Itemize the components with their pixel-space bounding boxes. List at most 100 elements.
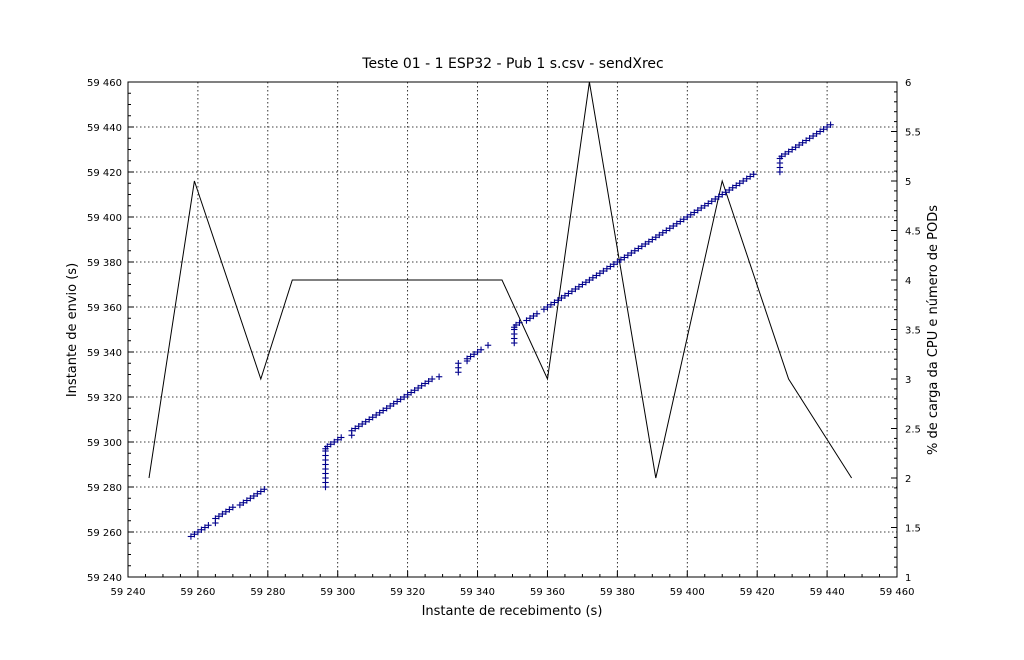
data-point: [194, 528, 202, 536]
data-point: [715, 193, 722, 200]
x-tick-label: 59 300: [320, 587, 355, 598]
data-point: [355, 423, 362, 430]
data-point: [691, 209, 698, 216]
data-point: [212, 515, 219, 522]
data-point: [226, 506, 233, 513]
data-point: [554, 297, 562, 304]
data-point: [600, 267, 607, 275]
y2-tick-label: 2.5: [905, 425, 921, 436]
y-axis-label: Instante de envio (s): [65, 263, 80, 397]
plot-frame: [127, 81, 898, 578]
y-tick-label: 59 420: [87, 168, 122, 179]
x-axis-label: Instante de recebimento (s): [422, 604, 603, 619]
data-point: [512, 321, 520, 329]
data-point: [656, 231, 663, 239]
data-point: [414, 384, 422, 392]
data-point: [603, 265, 611, 272]
data-point: [516, 319, 523, 326]
data-point: [729, 184, 736, 191]
data-point: [645, 238, 653, 245]
data-point: [523, 317, 530, 324]
data-point: [694, 207, 701, 214]
data-point: [463, 355, 471, 362]
y-tick-label: 59 240: [87, 573, 122, 584]
data-point: [666, 225, 673, 232]
data-point: [201, 524, 209, 531]
data-point: [558, 294, 565, 302]
data-point: [579, 281, 586, 288]
cpu-load-series: [148, 81, 853, 479]
data-point: [705, 200, 712, 207]
data-point: [652, 234, 660, 241]
data-point: [684, 213, 691, 221]
data-point: [530, 312, 537, 320]
data-point: [250, 492, 258, 500]
y2-tick-label: 5.5: [905, 128, 921, 139]
data-point: [215, 513, 223, 520]
y-tick-label: 59 440: [87, 123, 122, 134]
data-point: [533, 310, 541, 317]
data-point: [607, 263, 614, 270]
data-point: [719, 191, 726, 198]
data-point: [411, 387, 418, 394]
data-point: [390, 400, 397, 407]
data-point: [698, 204, 705, 212]
data-point: [621, 254, 628, 261]
x-tick-label: 59 320: [390, 587, 425, 598]
data-point: [561, 292, 569, 299]
data-point: [243, 497, 251, 504]
data-point: [614, 258, 621, 266]
data-point: [455, 360, 462, 367]
x-tick-label: 59 340: [460, 587, 495, 598]
y-tick-label: 59 280: [87, 483, 122, 494]
data-point: [673, 220, 680, 227]
data-point: [596, 270, 604, 277]
x-tick-label: 59 460: [880, 587, 915, 598]
data-point: [712, 195, 719, 203]
data-point: [467, 353, 474, 360]
y-tick-label: 59 260: [87, 528, 122, 539]
data-point: [369, 414, 376, 421]
y2-tick-label: 5: [905, 177, 911, 188]
y2-tick-label: 2: [905, 474, 911, 485]
data-point: [219, 510, 226, 518]
data-point: [257, 488, 265, 495]
data-point: [813, 130, 820, 137]
data-point: [740, 177, 747, 185]
cpu-load-line: [148, 81, 853, 479]
y2-tick-label: 6: [905, 78, 911, 89]
data-point: [750, 171, 757, 178]
data-point: [397, 396, 404, 403]
data-point: [726, 186, 733, 194]
data-point: [610, 261, 618, 268]
data-point: [540, 306, 548, 313]
data-point: [820, 126, 827, 133]
data-point: [624, 252, 632, 259]
data-point: [526, 315, 534, 322]
data-point: [781, 150, 789, 158]
data-point: [575, 283, 583, 290]
data-point: [823, 123, 831, 131]
y-tick-label: 59 300: [87, 438, 122, 449]
y-tick-label: 59 340: [87, 348, 122, 359]
data-point: [792, 144, 799, 151]
y2-tick-label: 1.5: [905, 524, 921, 535]
data-point: [421, 380, 429, 387]
y2-tick-label: 3.5: [905, 326, 921, 337]
chart-title: Teste 01 - 1 ESP32 - Pub 1 s.csv - sendX…: [361, 56, 663, 72]
y2-tick-label: 4: [905, 276, 911, 287]
data-point: [722, 189, 729, 196]
data-point: [236, 501, 244, 509]
x-tick-label: 59 260: [180, 587, 215, 598]
data-point: [338, 434, 345, 441]
data-point: [386, 402, 394, 410]
data-point: [418, 382, 425, 389]
data-point: [365, 416, 373, 423]
axis-ticks: 59 240 59 260 59 280 59 300 59 320 59 340 59 3…: [87, 78, 921, 598]
data-point: [428, 375, 436, 383]
data-point: [799, 139, 806, 146]
x-tick-label: 59 240: [111, 587, 146, 598]
data-point: [362, 418, 369, 425]
data-point: [628, 249, 635, 257]
